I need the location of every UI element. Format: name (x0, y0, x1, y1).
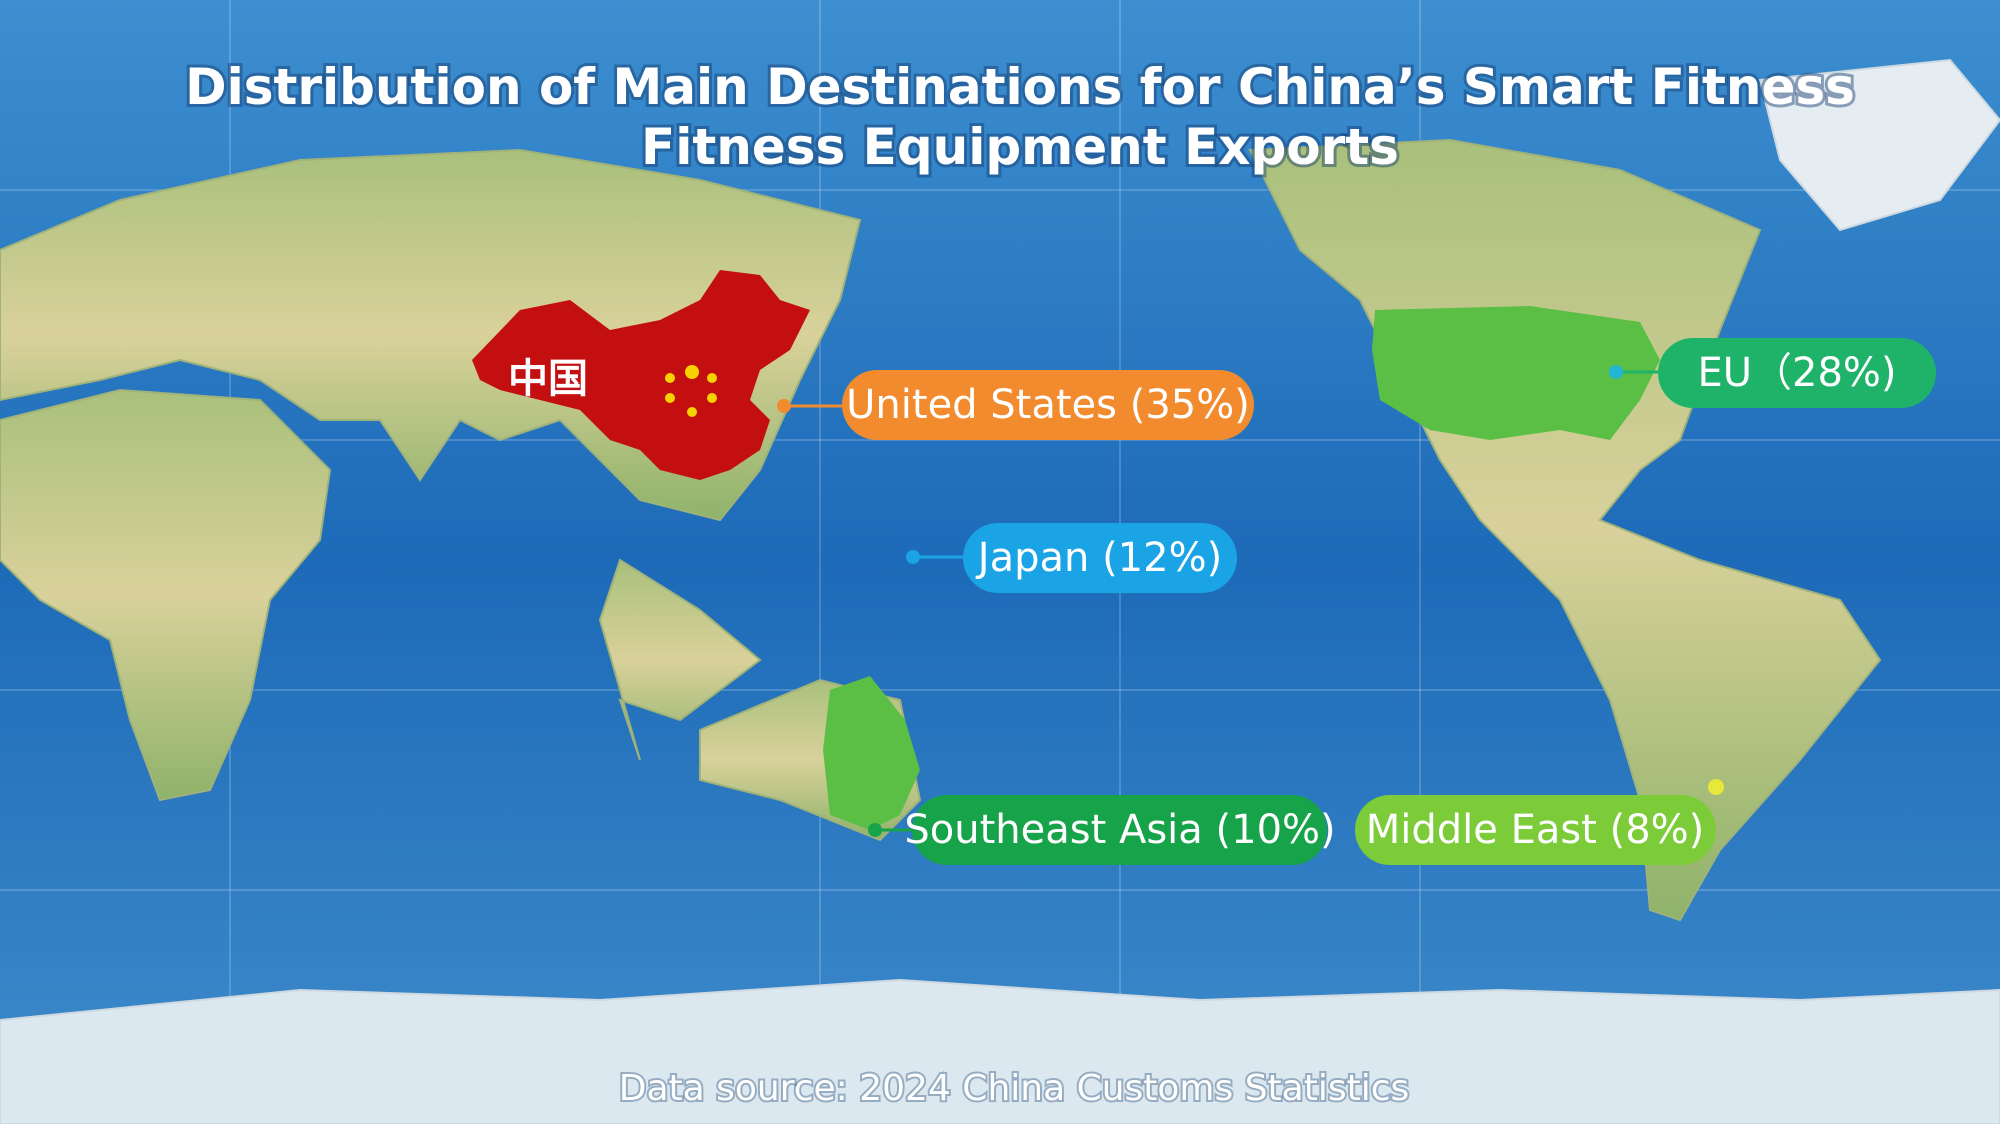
usa-highlight (1372, 306, 1660, 440)
label-pill (1355, 795, 1716, 865)
label-pill (842, 370, 1254, 440)
africa (0, 388, 332, 802)
callouts: United States (35%) EU（28%) Japan (12%) … (777, 338, 1936, 865)
label-text: United States (35%) (846, 382, 1250, 428)
china-stars (665, 365, 717, 417)
indonesia (598, 558, 762, 761)
label-text: EU（28%) (1697, 350, 1896, 396)
label-text: Southeast Asia (10%) (904, 807, 1335, 853)
antarctica (0, 978, 2000, 1124)
china-label: 中国 (508, 356, 588, 402)
label-text: Japan (12%) (975, 535, 1222, 581)
label-pill (963, 523, 1237, 593)
data-source: Data source: 2024 China Customs Statisti… (619, 1068, 1410, 1109)
title-line: Fitness Equipment Exports (641, 118, 1399, 176)
greenland (1758, 58, 2000, 232)
title-line: Distribution of Main Destinations for Ch… (185, 58, 1855, 116)
label-text: Middle East (8%) (1366, 807, 1705, 853)
australia-highlight (823, 676, 920, 830)
china-shape (472, 270, 810, 480)
label-pill (1658, 338, 1936, 408)
label-pill (912, 795, 1327, 865)
